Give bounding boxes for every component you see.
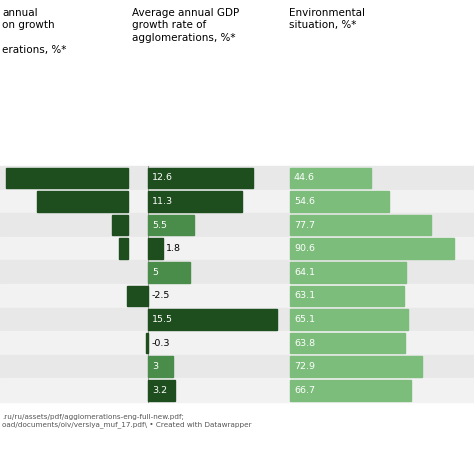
Bar xyxy=(290,215,431,235)
Bar xyxy=(148,238,163,259)
Bar xyxy=(290,333,405,353)
Bar xyxy=(119,238,128,259)
Bar xyxy=(6,167,128,188)
Text: 72.9: 72.9 xyxy=(294,362,315,371)
Text: 66.7: 66.7 xyxy=(294,386,315,395)
Bar xyxy=(127,285,148,306)
Text: 44.6: 44.6 xyxy=(294,173,315,182)
Text: 15.5: 15.5 xyxy=(152,315,173,324)
Bar xyxy=(290,285,404,306)
Bar xyxy=(146,333,148,353)
Text: 63.8: 63.8 xyxy=(294,338,315,347)
Bar xyxy=(290,356,422,377)
Text: Environmental
situation, %*: Environmental situation, %* xyxy=(289,8,365,30)
Text: 12.6: 12.6 xyxy=(152,173,173,182)
Text: 65.1: 65.1 xyxy=(294,315,315,324)
Bar xyxy=(290,262,406,283)
Bar xyxy=(0,331,474,355)
Bar xyxy=(0,355,474,378)
Text: Average annual GDP
growth rate of
agglomerations, %*: Average annual GDP growth rate of agglom… xyxy=(132,8,239,43)
Bar xyxy=(0,213,474,237)
Text: 3.2: 3.2 xyxy=(152,386,167,395)
Bar xyxy=(0,284,474,308)
Text: -2.5: -2.5 xyxy=(152,292,170,301)
Bar xyxy=(0,378,474,402)
Text: annual
on growth

erations, %*: annual on growth erations, %* xyxy=(2,8,66,55)
Text: 90.6: 90.6 xyxy=(294,244,315,253)
Text: 54.6: 54.6 xyxy=(294,197,315,206)
Text: 5: 5 xyxy=(152,268,158,277)
Bar xyxy=(148,167,253,188)
Bar xyxy=(148,262,190,283)
Bar xyxy=(148,309,277,330)
Text: 63.1: 63.1 xyxy=(294,292,315,301)
Bar xyxy=(290,238,454,259)
Text: 5.5: 5.5 xyxy=(152,220,167,229)
Text: 3: 3 xyxy=(152,362,158,371)
Bar xyxy=(148,380,174,401)
Bar xyxy=(148,215,194,235)
Bar xyxy=(148,356,173,377)
Bar xyxy=(290,309,408,330)
Bar xyxy=(290,380,411,401)
Bar xyxy=(36,191,128,212)
Bar xyxy=(148,191,242,212)
Bar xyxy=(0,190,474,213)
Text: 1.8: 1.8 xyxy=(166,244,181,253)
Text: 11.3: 11.3 xyxy=(152,197,173,206)
Bar xyxy=(290,191,389,212)
Bar xyxy=(0,260,474,284)
Bar xyxy=(0,237,474,260)
Text: 64.1: 64.1 xyxy=(294,268,315,277)
Bar xyxy=(290,167,371,188)
Bar xyxy=(0,308,474,331)
Text: .ru/ru/assets/pdf/agglomerations-eng-full-new.pdf;
oad/documents/oiv/versiya_muf: .ru/ru/assets/pdf/agglomerations-eng-ful… xyxy=(2,414,252,428)
Text: -0.3: -0.3 xyxy=(152,338,171,347)
Bar xyxy=(0,166,474,190)
Bar xyxy=(112,215,128,235)
Text: 77.7: 77.7 xyxy=(294,220,315,229)
